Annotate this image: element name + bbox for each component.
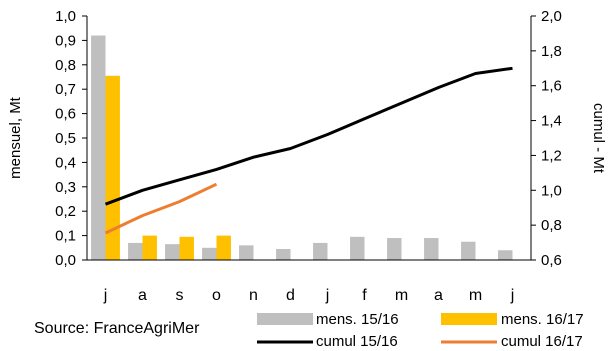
legend-label-cumul-16-17: cumul 16/17 <box>501 333 583 350</box>
y-tick-label: 0,5 <box>55 130 76 147</box>
y-tick-label: 0,3 <box>55 179 76 196</box>
bar-mens-16-17 <box>216 235 231 260</box>
lines-layer <box>104 66 513 235</box>
y-tick-label: 0,8 <box>55 57 76 74</box>
y2-tick-label: 2,0 <box>541 8 562 25</box>
bar-mens-16-17 <box>179 236 194 260</box>
legend-swatch-mens-15-16 <box>257 313 313 325</box>
x-tick-label: j <box>103 287 108 304</box>
y2-tick-label: 0,8 <box>541 217 562 234</box>
y-axis-title: mensuel, Mt <box>7 96 24 179</box>
y2-tick-label: 1,2 <box>541 147 562 164</box>
legend-label-cumul-15-16: cumul 15/16 <box>316 333 398 350</box>
bar-mens-15-16 <box>202 247 217 260</box>
x-tick-label: f <box>362 287 367 304</box>
plot-area: 0,0 0,1 0,2 0,3 0,4 0,5 0,6 0,7 0,8 0,9 1,0 0,6 0,8… <box>55 8 562 304</box>
x-tick-label: m <box>469 287 482 304</box>
y2-tick-label: 1,4 <box>541 113 562 130</box>
legend-label-mens-16-17: mens. 16/17 <box>501 311 584 328</box>
line-cumul-15-16 <box>104 66 513 206</box>
bars-layer <box>91 35 513 260</box>
legend-item-cumul-16-17: cumul 16/17 <box>441 333 583 350</box>
bar-mens-15-16 <box>128 242 143 260</box>
legend-swatch-mens-16-17 <box>441 313 497 325</box>
y2-ticks: 0,6 0,8 1,0 1,2 1,4 1,6 1,8 2,0 <box>531 8 562 269</box>
y-tick-label: 0,7 <box>55 81 76 98</box>
y2-tick-label: 1,0 <box>541 182 562 199</box>
y-tick-label: 0,0 <box>55 252 76 269</box>
y-tick-label: 1,0 <box>55 8 76 25</box>
x-tick-label: a <box>138 287 147 304</box>
bar-mens-15-16 <box>424 238 439 260</box>
bar-mens-15-16 <box>239 245 254 260</box>
y-tick-label: 0,9 <box>55 32 76 49</box>
bar-mens-15-16 <box>165 244 180 260</box>
line-cumul-16-17 <box>104 182 218 235</box>
x-tick-label: j <box>510 287 515 304</box>
bar-mens-16-17 <box>105 75 120 260</box>
legend-item-mens-16-17: mens. 16/17 <box>441 311 584 328</box>
legend-label-mens-15-16: mens. 15/16 <box>316 311 399 328</box>
bar-mens-15-16 <box>350 236 365 260</box>
y2-tick-label: 1,8 <box>541 43 562 60</box>
bar-mens-15-16 <box>498 250 513 260</box>
y2-tick-label: 0,6 <box>541 252 562 269</box>
y-tick-label: 0,2 <box>55 203 76 220</box>
x-tick-label: d <box>286 287 295 304</box>
x-tick-label: o <box>212 287 221 304</box>
x-tick-label: j <box>325 287 330 304</box>
y2-tick-label: 1,6 <box>541 78 562 95</box>
bar-mens-15-16 <box>461 241 476 260</box>
x-tick-label: s <box>176 287 184 304</box>
legend-item-mens-15-16: mens. 15/16 <box>257 311 399 328</box>
x-tick-label: m <box>395 287 408 304</box>
x-tick-label: n <box>249 287 258 304</box>
bar-mens-15-16 <box>387 238 402 260</box>
bar-mens-16-17 <box>142 235 157 260</box>
legend-item-cumul-15-16: cumul 15/16 <box>257 333 398 350</box>
bar-mens-15-16 <box>276 249 291 260</box>
y2-axis-title: cumul - Mt <box>590 103 607 174</box>
y-tick-label: 0,4 <box>55 154 76 171</box>
y-tick-label: 0,6 <box>55 106 76 123</box>
bar-mens-15-16 <box>91 35 106 260</box>
legend: mens. 15/16 mens. 16/17 cumul 15/16 cumu… <box>257 311 584 350</box>
y-ticks: 0,0 0,1 0,2 0,3 0,4 0,5 0,6 0,7 0,8 0,9 1,0 <box>55 8 87 269</box>
source-note: Source: FranceAgriMer <box>34 320 200 337</box>
y-tick-label: 0,1 <box>55 228 76 245</box>
x-tick-label: a <box>434 287 443 304</box>
bar-mens-15-16 <box>313 242 328 260</box>
